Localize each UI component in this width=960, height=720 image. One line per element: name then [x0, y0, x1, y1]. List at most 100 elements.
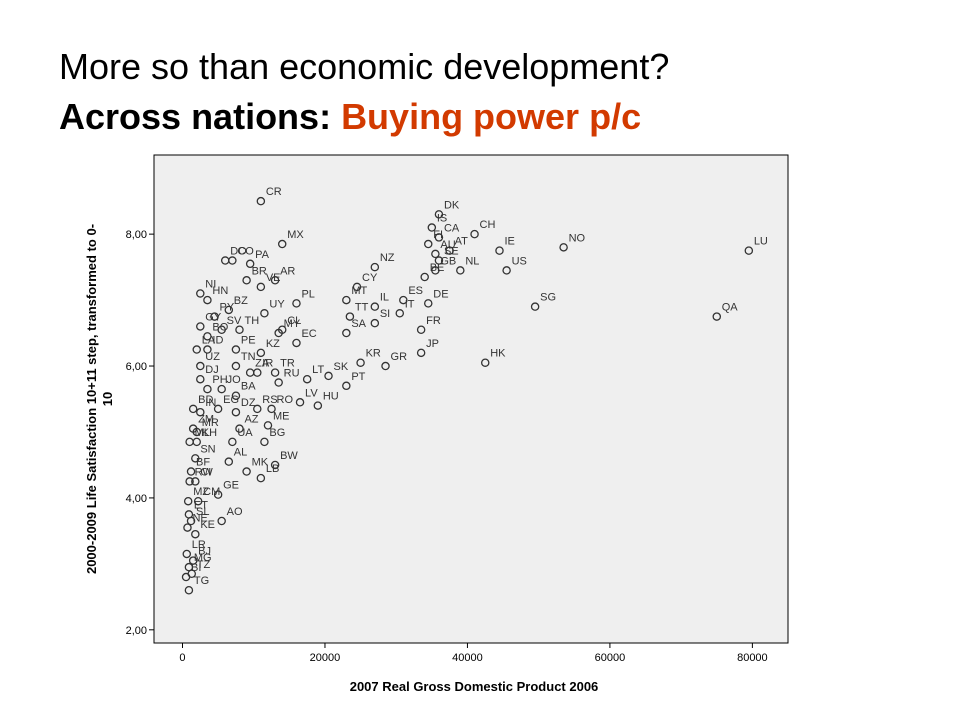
data-point — [203, 295, 212, 305]
data-point — [253, 368, 262, 377]
data-point — [231, 407, 241, 417]
data-point — [445, 246, 454, 255]
data-point — [242, 276, 251, 285]
data-point — [370, 302, 380, 311]
data-point — [203, 384, 212, 394]
data-point — [434, 210, 444, 219]
data-point-label: SE — [444, 246, 459, 258]
data-point-label: MZ — [193, 486, 209, 498]
data-point-label: KH — [202, 427, 217, 439]
data-point-label: PT — [351, 371, 365, 383]
data-point-label: MR — [202, 417, 219, 429]
title-line-2-prefix: Across nations: — [59, 96, 342, 137]
data-point-label: SL — [196, 506, 209, 518]
data-point-label: IS — [437, 213, 447, 225]
data-point-label: TN — [241, 351, 256, 363]
data-point-label: TR — [280, 358, 295, 370]
data-point — [356, 358, 365, 367]
data-point-label: ML — [195, 427, 210, 439]
data-point — [342, 381, 351, 391]
data-point-label: SG — [540, 292, 556, 304]
data-point-label: SK — [334, 361, 349, 373]
data-point — [324, 371, 333, 381]
data-point-label: IT — [405, 298, 415, 310]
data-point — [224, 305, 234, 315]
data-point-label: AR — [280, 265, 295, 277]
data-point-label: MX — [287, 229, 304, 241]
data-point — [184, 585, 194, 595]
data-point-label: BD — [198, 394, 213, 406]
data-point-label: KE — [200, 519, 215, 531]
data-point — [185, 477, 194, 486]
data-point — [424, 299, 433, 308]
data-point — [399, 295, 408, 305]
data-point-label: UY — [269, 298, 285, 310]
data-point-label: SN — [200, 443, 215, 455]
data-point — [245, 259, 255, 269]
data-point — [235, 325, 244, 335]
data-point — [235, 424, 244, 433]
data-point-label: LB — [266, 463, 279, 475]
data-point — [192, 345, 201, 354]
data-point-label: NZ — [380, 252, 395, 264]
data-point — [263, 421, 273, 430]
data-point — [295, 398, 305, 407]
data-point-label: GR — [391, 351, 408, 363]
data-point-label: UA — [237, 427, 253, 439]
data-point — [220, 256, 230, 265]
data-point-label: SA — [351, 318, 366, 330]
x-axis-label: 2007 Real Gross Domestic Product 2006 — [350, 679, 599, 694]
data-point-label: CA — [444, 222, 460, 234]
data-point — [260, 437, 269, 447]
data-point — [196, 361, 205, 371]
data-point-label: MY — [284, 318, 301, 330]
data-point-label: CO — [237, 246, 254, 258]
data-point — [217, 384, 226, 394]
data-point-label: GY — [205, 311, 222, 323]
data-point-label: BE — [430, 262, 445, 274]
data-point-label: PE — [241, 335, 256, 347]
data-point — [267, 404, 276, 414]
data-point-label: JO — [227, 374, 242, 386]
data-point — [559, 243, 568, 252]
data-point — [213, 404, 223, 414]
data-point-label: JP — [426, 338, 439, 350]
y-tick-label: 4,00 — [126, 493, 147, 505]
y-axis: 2,00 4,00 6,00 8,00 — [126, 229, 154, 637]
data-point — [712, 312, 722, 321]
data-point — [191, 477, 200, 486]
data-point — [256, 282, 266, 292]
data-point — [431, 266, 440, 275]
data-point — [256, 348, 266, 358]
data-point-label: RO — [277, 394, 294, 406]
data-point — [203, 345, 212, 354]
data-point-label: US — [512, 255, 527, 267]
data-point-label: PA — [255, 249, 270, 261]
data-point-label: QA — [722, 302, 739, 314]
data-point — [434, 256, 444, 265]
data-point-label: DZ — [241, 397, 256, 409]
data-point-label: LA — [202, 335, 216, 347]
data-point — [456, 266, 465, 275]
data-point-label: SI — [380, 308, 390, 320]
data-point-label: NO — [569, 232, 586, 244]
data-point-label: FR — [426, 315, 441, 327]
data-point — [744, 246, 754, 255]
data-point — [217, 325, 226, 335]
data-point-label: IN — [205, 397, 216, 409]
data-point — [193, 496, 203, 506]
data-point — [381, 361, 390, 371]
data-point-label: ET — [194, 499, 208, 511]
data-point-label: DK — [444, 199, 460, 211]
data-point — [342, 328, 351, 338]
data-point — [188, 556, 198, 565]
y-axis-label-line-1: 2000-2009 Life Satisfaction 10+11 step, … — [84, 224, 99, 574]
data-point — [196, 322, 205, 331]
data-point — [313, 401, 323, 410]
data-point — [352, 282, 362, 292]
data-point-label: TZ — [197, 559, 211, 571]
data-point — [370, 318, 380, 328]
data-point-label: BA — [241, 381, 256, 393]
data-point — [191, 454, 200, 463]
